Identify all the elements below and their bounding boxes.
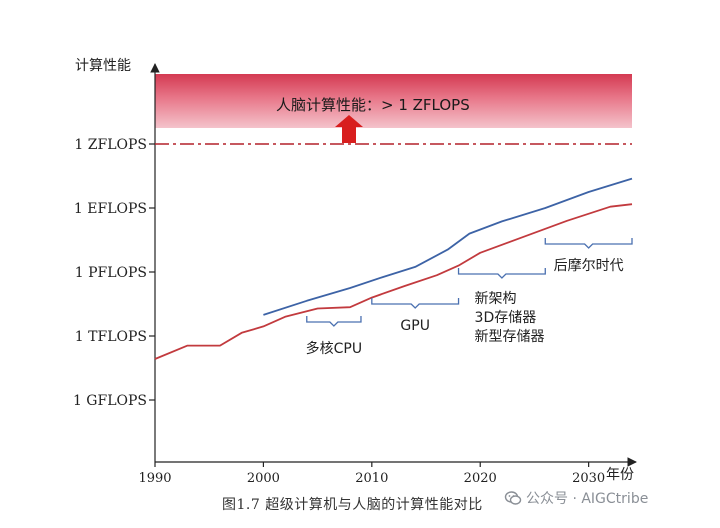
y-tick-label: 1 PFLOPS [75, 265, 147, 281]
watermark-text: 公众号 · AIGCtribe [526, 491, 649, 507]
annotation-label: 新架构 [475, 291, 517, 307]
upward-arrow-icon [335, 115, 363, 143]
brain-band [155, 74, 632, 128]
x-ticks: 1990 2000 2010 2020 2030 [138, 462, 605, 486]
annotation-bracket [306, 316, 362, 327]
figure-caption: 图1.7 超级计算机与人脑的计算性能对比 [222, 497, 483, 513]
annotation-bracket [371, 298, 460, 309]
brain-band-label: 人脑计算性能：> 1 ZFLOPS [276, 96, 470, 114]
x-tick-label: 2010 [355, 471, 388, 486]
watermark: 公众号 · AIGCtribe [504, 488, 648, 508]
y-tick-label: 1 TFLOPS [75, 329, 147, 345]
x-tick-label: 2000 [247, 471, 280, 486]
annotation-label: 多核CPU [306, 340, 362, 357]
y-tick-label: 1 GFLOPS [73, 393, 147, 409]
series-line-0 [154, 203, 633, 360]
x-tick-label: 2030 [572, 471, 605, 486]
series-layer [154, 177, 633, 360]
annotation-bracket [544, 238, 633, 249]
y-tick-label: 1 EFLOPS [74, 201, 147, 217]
wechat-icon [504, 491, 522, 505]
series-line-1 [263, 177, 633, 316]
annotation-label: 3D存储器 [475, 310, 537, 326]
annotation-bracket [457, 268, 546, 279]
annotation-label: 新型存储器 [475, 329, 545, 345]
y-ticks: 1 GFLOPS 1 TFLOPS 1 PFLOPS 1 EFLOPS 1 ZFLOPS [73, 137, 155, 409]
x-axis-label: 年份 [606, 467, 634, 483]
x-tick-label: 1990 [138, 471, 171, 486]
y-axis-label: 计算性能 [75, 58, 131, 74]
annotation-label: GPU [400, 318, 430, 334]
annotation-label: 后摩尔时代 [554, 257, 624, 274]
y-tick-label: 1 ZFLOPS [74, 137, 147, 153]
x-tick-label: 2020 [464, 471, 497, 486]
